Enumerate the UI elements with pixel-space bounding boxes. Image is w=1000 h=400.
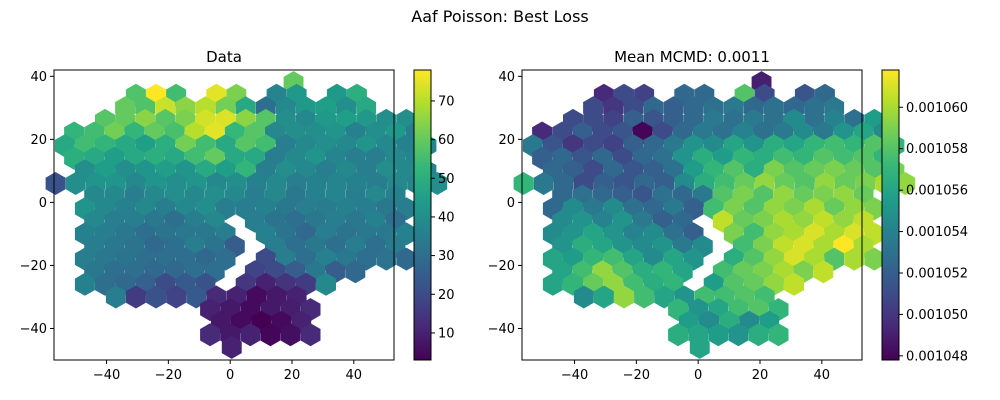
hex-cell — [708, 323, 729, 347]
x-tick-label: 20 — [752, 368, 769, 383]
y-tick-label: 0 — [507, 196, 515, 211]
hex-cell — [895, 172, 916, 195]
hex-cell — [45, 172, 66, 195]
hex-cell — [513, 172, 534, 195]
hex-cell — [542, 272, 563, 296]
right-hexbin-panel: −40 −20 0 20 40 −40 −20 0 20 40 0.001048 0.001050 0.… — [488, 69, 968, 383]
hex-cell — [533, 172, 554, 195]
y-tick-label: 40 — [30, 70, 47, 85]
hex-cells — [513, 71, 916, 359]
y-tick-label: 20 — [30, 133, 47, 148]
hex-cell — [260, 323, 281, 347]
colorbar-tick-label: 0.001056 — [906, 184, 968, 199]
hex-cells — [45, 71, 448, 359]
left-plot-title: Data — [206, 48, 242, 66]
colorbar-tick-label: 50 — [438, 172, 455, 187]
colorbar-tick-label: 0.001058 — [906, 142, 968, 157]
hex-cell — [300, 323, 321, 347]
hex-cell — [345, 260, 366, 284]
figure-suptitle: Aaf Poisson: Best Loss — [411, 7, 588, 26]
x-tick-label: 0 — [226, 368, 234, 383]
axes-frame — [521, 69, 863, 361]
colorbar-tick-label: 0.001050 — [906, 308, 968, 323]
hex-cell — [146, 285, 166, 309]
x-tick-label: 20 — [284, 368, 301, 383]
hex-cell — [844, 247, 865, 271]
colorbar-tick-label: 0.001060 — [906, 101, 968, 116]
axes-frame — [53, 69, 395, 361]
hex-cell — [654, 285, 675, 309]
hex-cell — [689, 335, 710, 359]
hex-cell — [186, 285, 207, 309]
colorbar-tick-label: 0.001048 — [906, 349, 968, 364]
hex-cell — [813, 260, 834, 284]
y-tick-label: −40 — [20, 322, 47, 337]
y-tick-label: −20 — [488, 259, 515, 274]
left-hexbin-panel: −40 −20 0 20 40 −40 −20 0 20 40 10 20 30 40 50 60 70 — [20, 69, 455, 383]
x-tick-label: −20 — [623, 368, 650, 383]
hex-cell — [748, 323, 769, 347]
x-tick-label: −20 — [155, 368, 182, 383]
hex-cell — [614, 285, 634, 309]
hex-cell — [427, 172, 448, 195]
colorbar-tick-label: 0.001054 — [906, 225, 968, 240]
right-plot-title: Mean MCMD: 0.0011 — [614, 48, 770, 66]
hex-cell — [105, 285, 126, 309]
hex-cell — [634, 285, 655, 309]
hex-cell — [65, 172, 86, 195]
hex-cell — [728, 323, 749, 347]
hex-cell — [573, 285, 594, 309]
hex-cell — [316, 272, 336, 296]
colorbar-tick-label: 70 — [438, 94, 455, 109]
y-tick-label: −20 — [20, 259, 47, 274]
hex-cell — [396, 247, 417, 271]
hex-cell — [166, 285, 187, 309]
hex-cell — [784, 272, 804, 296]
hex-cell — [74, 272, 95, 296]
x-tick-label: 0 — [694, 368, 702, 383]
x-tick-label: −40 — [561, 368, 588, 383]
hex-cell — [593, 285, 614, 309]
colorbar-tick-label: 0.001052 — [906, 267, 968, 282]
hex-cell — [376, 247, 397, 271]
colorbar-tick-label: 40 — [438, 210, 455, 225]
hex-cell — [864, 247, 885, 271]
y-tick-label: 40 — [498, 70, 515, 85]
hex-cell — [200, 323, 221, 347]
hex-cell — [125, 285, 146, 309]
hex-cell — [221, 335, 242, 359]
colorbar-tick-label: 10 — [438, 326, 455, 341]
y-tick-label: 0 — [39, 196, 47, 211]
colorbar-tick-label: 30 — [438, 249, 455, 264]
x-tick-label: 40 — [814, 368, 831, 383]
hex-cell — [280, 323, 301, 347]
colorbar-tick-label: 60 — [438, 133, 455, 148]
colorbar-tick-label: 20 — [438, 288, 455, 303]
hex-cell — [768, 323, 789, 347]
hex-cell — [240, 323, 261, 347]
y-tick-label: 20 — [498, 133, 515, 148]
x-tick-label: −40 — [93, 368, 120, 383]
y-tick-label: −40 — [488, 322, 515, 337]
x-tick-label: 40 — [346, 368, 363, 383]
colorbar — [413, 69, 432, 361]
colorbar — [881, 69, 900, 361]
hex-cell — [668, 323, 689, 347]
